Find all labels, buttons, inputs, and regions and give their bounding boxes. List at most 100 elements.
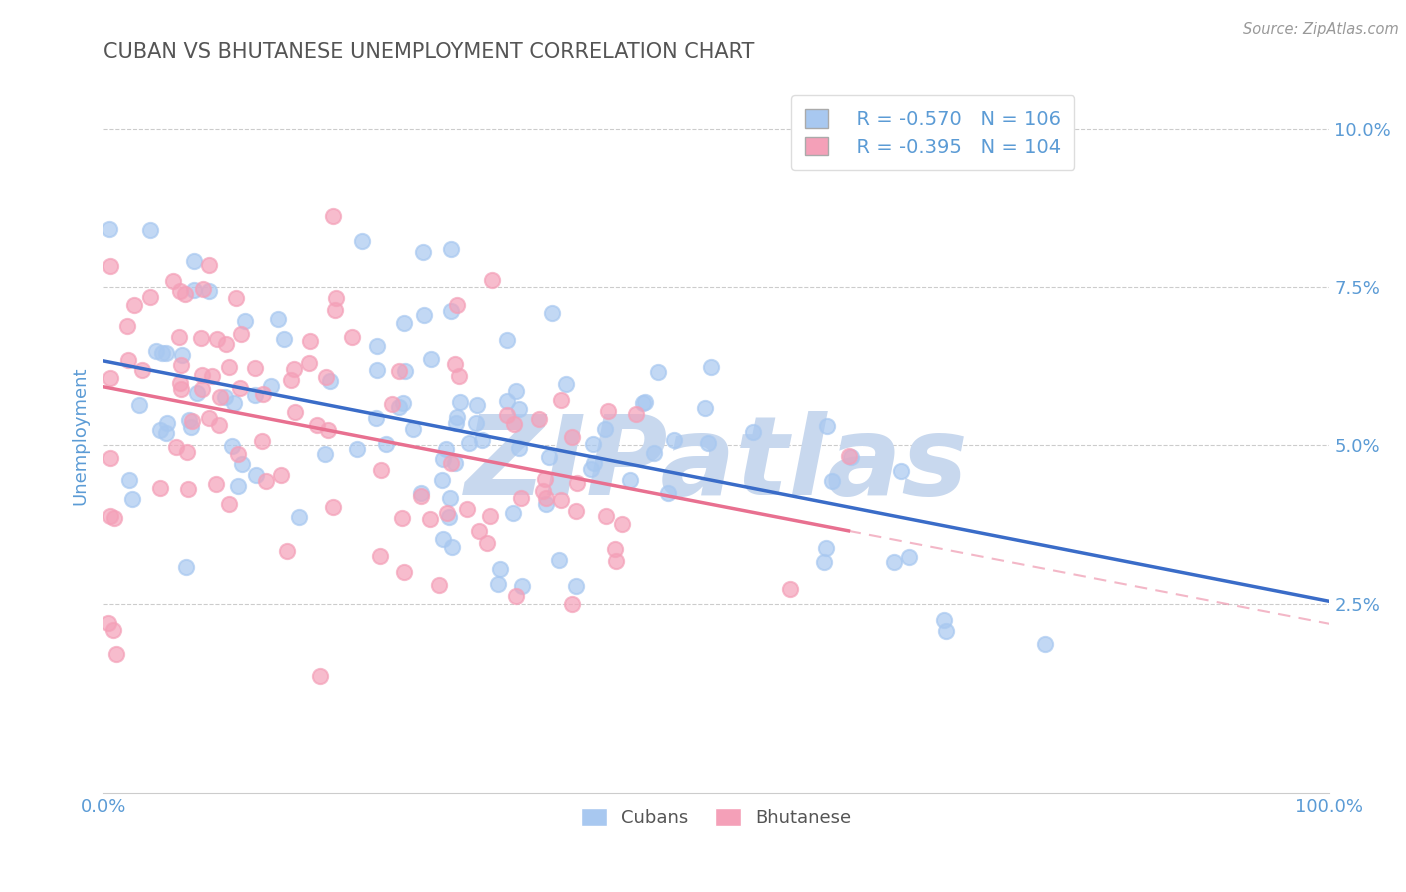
- Point: [402, 422, 425, 436]
- Point: [150, 346, 173, 360]
- Point: [596, 404, 619, 418]
- Point: [432, 452, 454, 467]
- Point: [550, 392, 572, 407]
- Point: [647, 365, 669, 379]
- Point: [444, 357, 467, 371]
- Point: [605, 554, 627, 568]
- Point: [742, 425, 765, 439]
- Point: [183, 254, 205, 268]
- Point: [565, 504, 588, 518]
- Point: [527, 412, 550, 426]
- Point: [117, 318, 139, 333]
- Point: [149, 481, 172, 495]
- Point: [280, 373, 302, 387]
- Point: [582, 456, 605, 470]
- Point: [446, 298, 468, 312]
- Point: [412, 244, 434, 259]
- Point: [170, 382, 193, 396]
- Point: [180, 414, 202, 428]
- Point: [155, 425, 177, 440]
- Text: CUBAN VS BHUTANESE UNEMPLOYMENT CORRELATION CHART: CUBAN VS BHUTANESE UNEMPLOYMENT CORRELAT…: [103, 42, 755, 62]
- Point: [457, 436, 479, 450]
- Point: [307, 418, 329, 433]
- Legend: Cubans, Bhutanese: Cubans, Bhutanese: [574, 801, 859, 834]
- Point: [226, 478, 249, 492]
- Point: [340, 330, 363, 344]
- Point: [634, 395, 657, 409]
- Point: [444, 456, 467, 470]
- Point: [391, 510, 413, 524]
- Point: [205, 332, 228, 346]
- Point: [156, 416, 179, 430]
- Point: [657, 485, 679, 500]
- Point: [103, 510, 125, 524]
- Point: [561, 429, 583, 443]
- Point: [322, 500, 344, 514]
- Point: [427, 578, 450, 592]
- Point: [198, 284, 221, 298]
- Point: [420, 351, 443, 366]
- Point: [252, 434, 274, 449]
- Point: [131, 363, 153, 377]
- Point: [695, 401, 717, 415]
- Point: [489, 562, 512, 576]
- Point: [226, 447, 249, 461]
- Point: [437, 510, 460, 524]
- Point: [502, 417, 524, 432]
- Point: [814, 541, 837, 555]
- Point: [411, 486, 433, 500]
- Point: [254, 474, 277, 488]
- Point: [440, 304, 463, 318]
- Point: [224, 396, 246, 410]
- Point: [579, 462, 602, 476]
- Point: [170, 359, 193, 373]
- Point: [245, 468, 267, 483]
- Point: [205, 476, 228, 491]
- Point: [208, 390, 231, 404]
- Point: [103, 623, 125, 637]
- Point: [593, 422, 616, 436]
- Point: [145, 343, 167, 358]
- Point: [183, 283, 205, 297]
- Point: [96, 615, 118, 630]
- Point: [475, 536, 498, 550]
- Point: [118, 474, 141, 488]
- Point: [935, 624, 957, 638]
- Point: [214, 390, 236, 404]
- Point: [619, 473, 641, 487]
- Point: [174, 286, 197, 301]
- Point: [565, 476, 588, 491]
- Point: [191, 282, 214, 296]
- Point: [481, 273, 503, 287]
- Point: [508, 401, 530, 416]
- Point: [430, 473, 453, 487]
- Text: Source: ZipAtlas.com: Source: ZipAtlas.com: [1243, 22, 1399, 37]
- Point: [496, 394, 519, 409]
- Point: [165, 441, 187, 455]
- Point: [779, 582, 801, 596]
- Point: [813, 555, 835, 569]
- Point: [98, 451, 121, 466]
- Point: [283, 362, 305, 376]
- Point: [270, 468, 292, 483]
- Point: [170, 348, 193, 362]
- Point: [440, 456, 463, 470]
- Point: [218, 497, 240, 511]
- Point: [883, 555, 905, 569]
- Y-axis label: Unemployment: Unemployment: [72, 367, 89, 505]
- Point: [267, 312, 290, 326]
- Point: [231, 326, 253, 341]
- Point: [510, 491, 533, 505]
- Point: [284, 405, 307, 419]
- Point: [432, 532, 454, 546]
- Point: [550, 492, 572, 507]
- Point: [350, 234, 373, 248]
- Point: [215, 336, 238, 351]
- Point: [318, 423, 340, 437]
- Point: [177, 482, 200, 496]
- Point: [643, 446, 665, 460]
- Point: [128, 398, 150, 412]
- Point: [252, 386, 274, 401]
- Point: [595, 508, 617, 523]
- Point: [260, 379, 283, 393]
